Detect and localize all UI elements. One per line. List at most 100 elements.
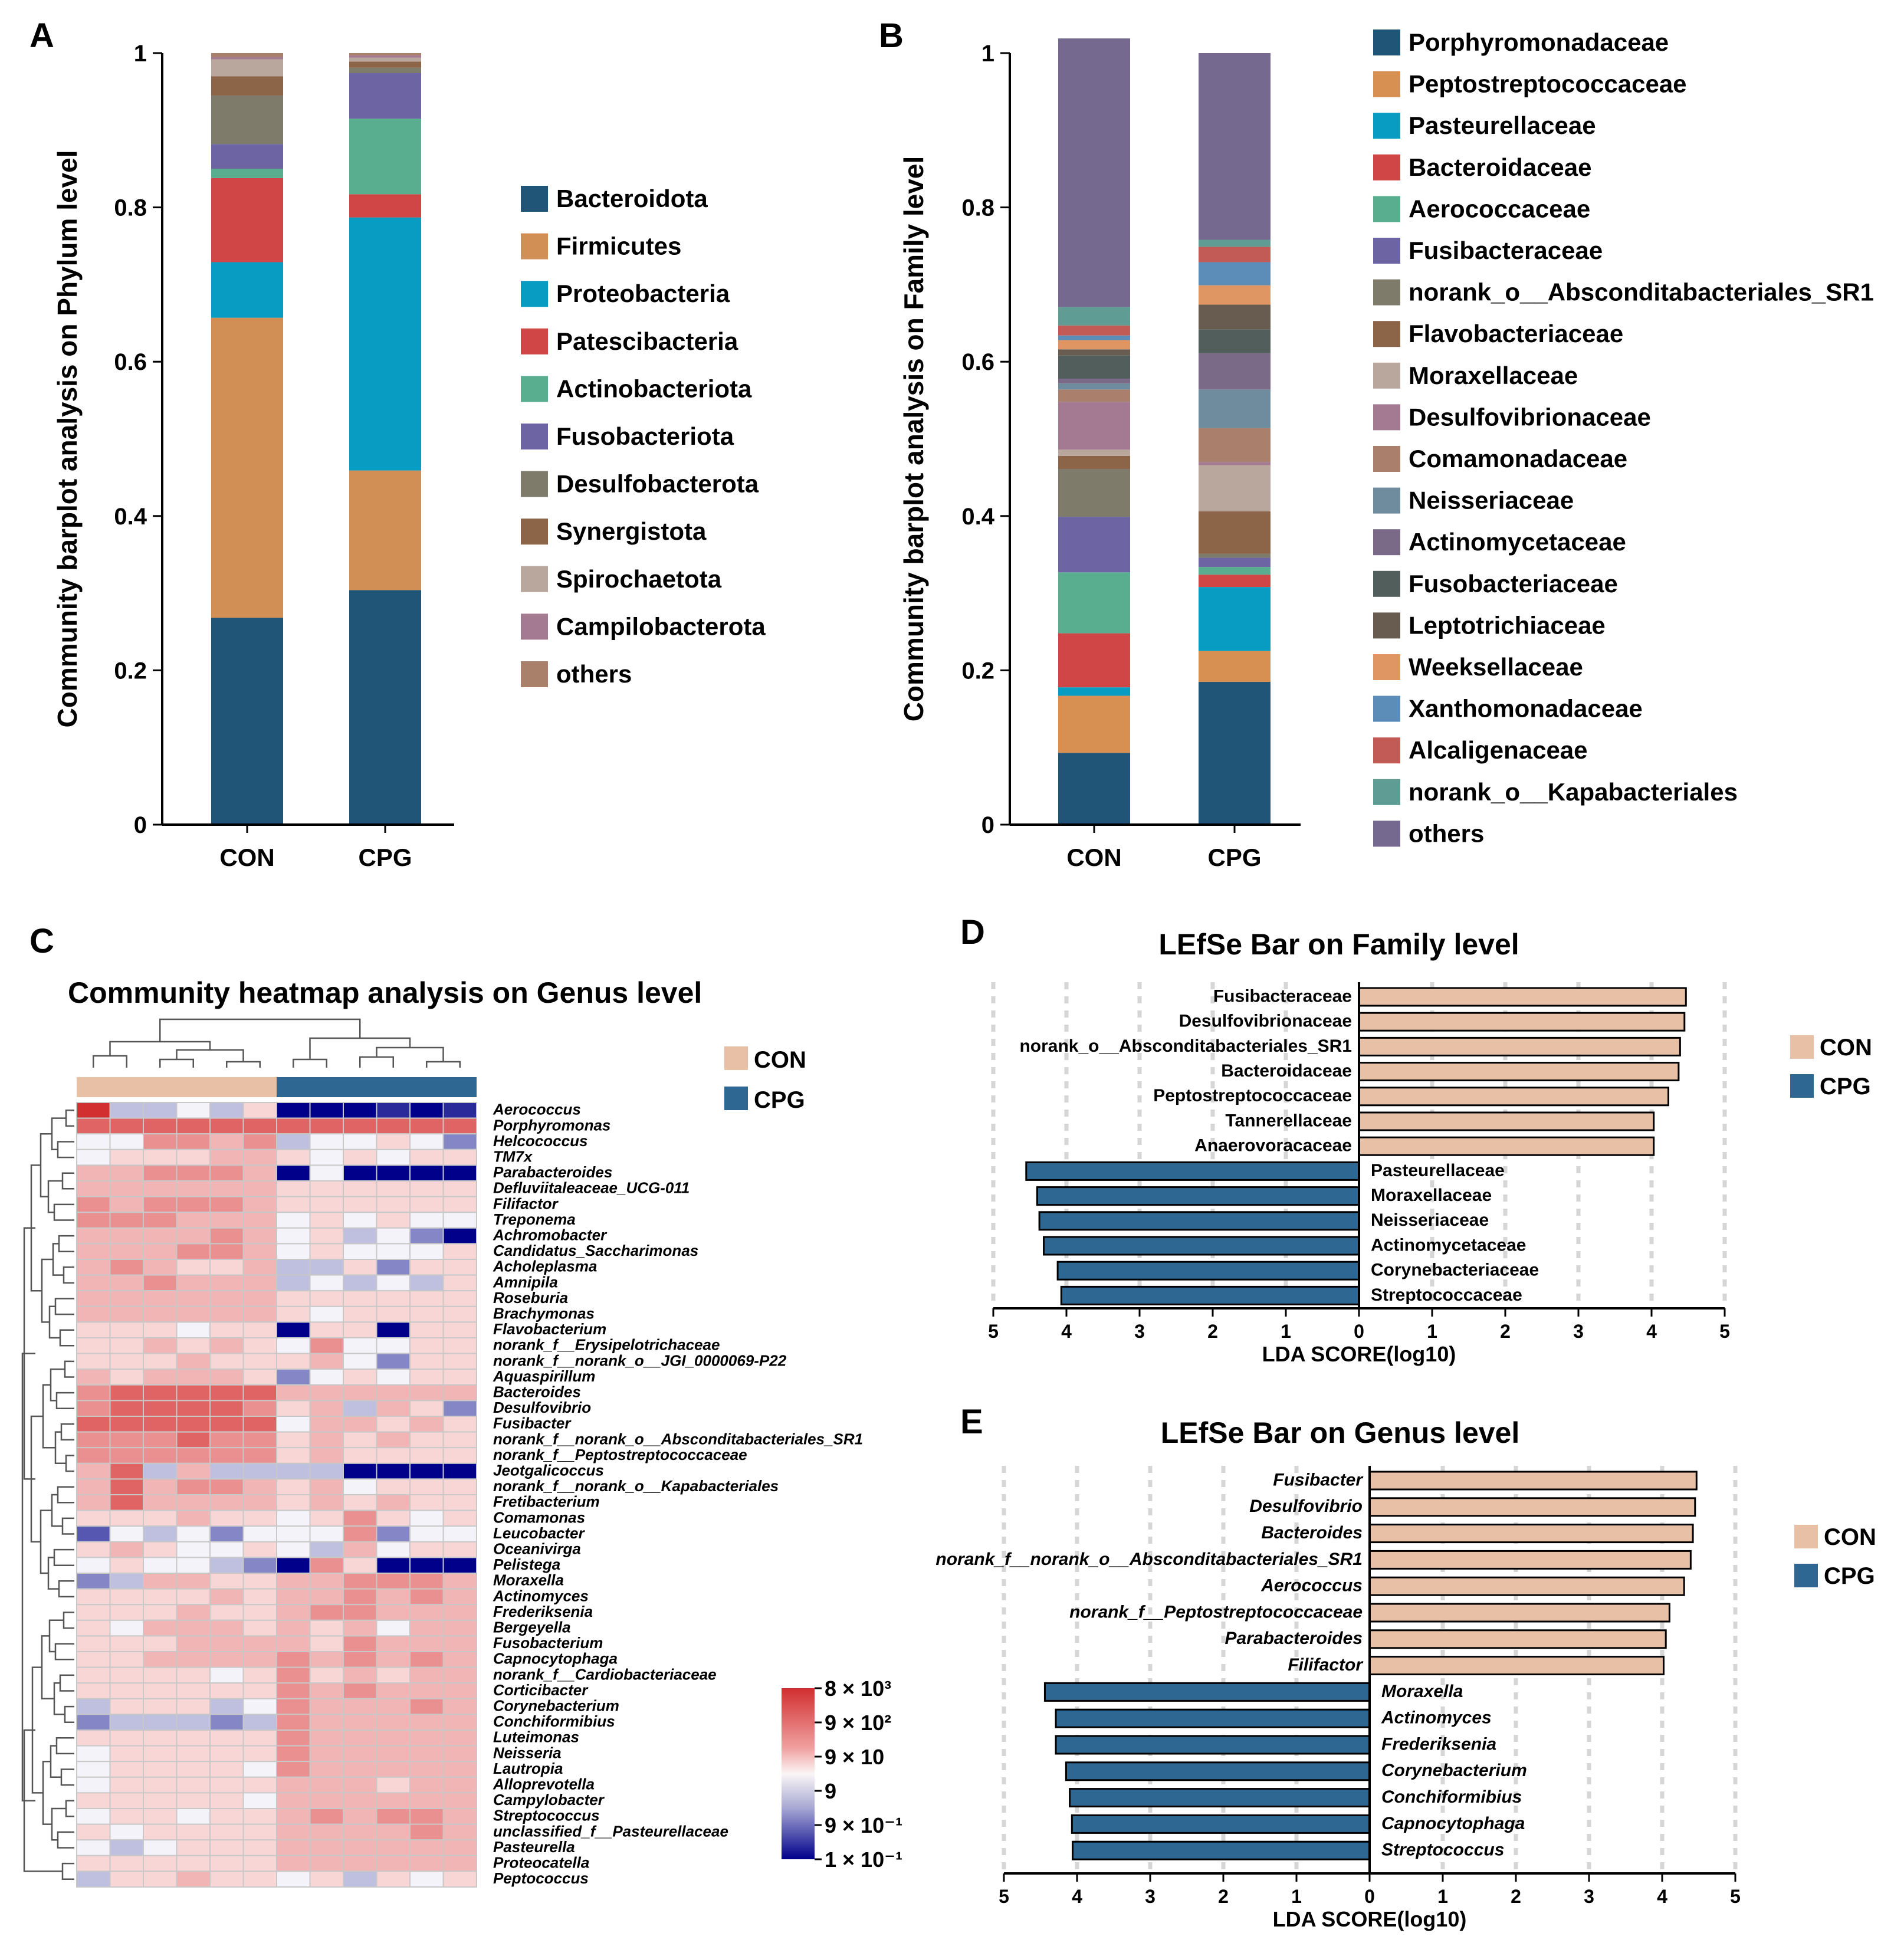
x-tick-label: 1 <box>1427 1321 1437 1342</box>
heatmap-cell <box>76 1776 111 1794</box>
heatmap-cell <box>143 1321 178 1338</box>
bar-segment-fusobacteriota-con <box>211 144 283 169</box>
heatmap-cell <box>209 1541 244 1558</box>
heatmap-cell <box>242 1541 277 1558</box>
bar-segment-porphyromonadaceae-cpg <box>1199 682 1271 825</box>
heatmap-cell <box>376 1619 411 1637</box>
heatmap-cell <box>143 1305 178 1323</box>
heatmap-cell <box>343 1619 377 1637</box>
heatmap-cell <box>442 1321 477 1338</box>
group-legend-label: CON <box>754 1047 806 1073</box>
x-axis-label: LDA SCORE(log10) <box>1262 1342 1456 1366</box>
heatmap-cell <box>76 1761 111 1778</box>
legend-swatch <box>521 281 548 307</box>
lefse-bar-pasteurellaceae <box>1025 1161 1360 1181</box>
heatmap-cell <box>409 1368 444 1386</box>
heatmap-cell <box>76 1682 111 1699</box>
bar-segment-others-cpg <box>349 53 421 55</box>
heatmap-cell <box>242 1839 277 1856</box>
panel-e-lefse-genus: LEfSe Bar on Genus level Fusibacter Desul… <box>935 1416 1876 1931</box>
heatmap-cell <box>409 1305 444 1323</box>
heatmap-cell <box>276 1133 311 1150</box>
heatmap-cell <box>143 1525 178 1543</box>
heatmap-cell <box>309 1619 344 1637</box>
heatmap-cell <box>109 1259 144 1276</box>
lefse-bar-fusibacteraceae <box>1358 987 1687 1007</box>
heatmap-cell <box>376 1164 411 1182</box>
lefse-bar-label: Streptococcaceae <box>1371 1285 1522 1305</box>
heatmap-cell <box>176 1243 211 1260</box>
heatmap-cell <box>409 1698 444 1715</box>
heatmap-cell <box>442 1133 477 1150</box>
heatmap-cell <box>76 1447 111 1464</box>
heatmap-row-label: Actinomyces <box>493 1587 589 1604</box>
legend-swatch <box>521 613 548 640</box>
heatmap-row-label: Conchiformibius <box>493 1712 615 1730</box>
heatmap-cell <box>276 1588 311 1606</box>
legend-label: Neisseriaceae <box>1409 487 1574 514</box>
heatmap-cell <box>76 1259 111 1276</box>
heatmap-cell <box>76 1478 111 1495</box>
heatmap-cell <box>143 1855 178 1872</box>
heatmap-cell <box>409 1682 444 1699</box>
heatmap-cell <box>109 1698 144 1715</box>
heatmap-cell <box>409 1635 444 1652</box>
heatmap-cell <box>276 1698 311 1715</box>
lefse-bar-fusibacter <box>1368 1471 1698 1491</box>
heatmap-cell <box>409 1321 444 1338</box>
heatmap-cell <box>109 1212 144 1229</box>
legend-swatch <box>1373 71 1400 97</box>
heatmap-cell <box>442 1259 477 1276</box>
heatmap-cell <box>442 1164 477 1182</box>
heatmap-cell <box>209 1666 244 1684</box>
x-tick-label: 3 <box>1573 1321 1584 1342</box>
heatmap-cell <box>343 1431 377 1449</box>
heatmap-cell <box>209 1290 244 1307</box>
heatmap-cell <box>442 1682 477 1699</box>
x-tick-label: 5 <box>999 1886 1009 1907</box>
legend-swatch <box>521 424 548 449</box>
heatmap-cell <box>76 1792 111 1809</box>
heatmap-cell <box>143 1384 178 1402</box>
heatmap-cell <box>409 1259 444 1276</box>
heatmap-cell <box>209 1776 244 1794</box>
heatmap-cell <box>276 1541 311 1558</box>
heatmap-row-label: Moraxella <box>493 1571 564 1589</box>
heatmap-cell <box>309 1588 344 1606</box>
legend-label: Bacteroidota <box>556 185 708 212</box>
heatmap-cell <box>242 1321 277 1338</box>
heatmap-cell <box>143 1541 178 1558</box>
heatmap-cell <box>109 1117 144 1135</box>
x-tick-label: 0 <box>1364 1886 1375 1907</box>
heatmap-cell <box>109 1368 144 1386</box>
bar-segment-pasteurellaceae-cpg <box>1199 587 1271 651</box>
bar-segment-spirochaetota-cpg <box>349 57 421 62</box>
heatmap-cell <box>309 1698 344 1715</box>
heatmap-cell <box>109 1682 144 1699</box>
panel-letter-a: A <box>29 17 54 55</box>
heatmap-cell <box>209 1823 244 1841</box>
heatmap-cell <box>76 1196 111 1213</box>
lefse-legend-swatch <box>1790 1074 1814 1098</box>
bar-segment-campilobacterota-cpg <box>349 55 421 58</box>
bar-segment-norank-o-kapabacteriales-con <box>1058 307 1130 326</box>
heatmap-cell <box>76 1698 111 1715</box>
heatmap-cell <box>442 1651 477 1668</box>
heatmap-cell <box>376 1635 411 1652</box>
bar-segment-neisseriaceae-cpg <box>1199 389 1271 428</box>
legend-label: Actinobacteriota <box>556 375 752 402</box>
x-tick-label: 4 <box>1646 1321 1657 1342</box>
heatmap-cell <box>409 1431 444 1449</box>
heatmap-cell <box>176 1462 211 1480</box>
heatmap-cell <box>176 1478 211 1495</box>
heatmap-cell <box>442 1478 477 1495</box>
heatmap-cell <box>109 1557 144 1574</box>
heatmap-cell <box>143 1416 178 1433</box>
legend-swatch <box>521 471 548 497</box>
heatmap-cell <box>343 1133 377 1150</box>
heatmap-cell <box>276 1337 311 1354</box>
heatmap-cell <box>343 1368 377 1386</box>
heatmap-cell <box>309 1117 344 1135</box>
heatmap-row-label: Oceanivirga <box>493 1540 581 1558</box>
heatmap-cell <box>376 1698 411 1715</box>
